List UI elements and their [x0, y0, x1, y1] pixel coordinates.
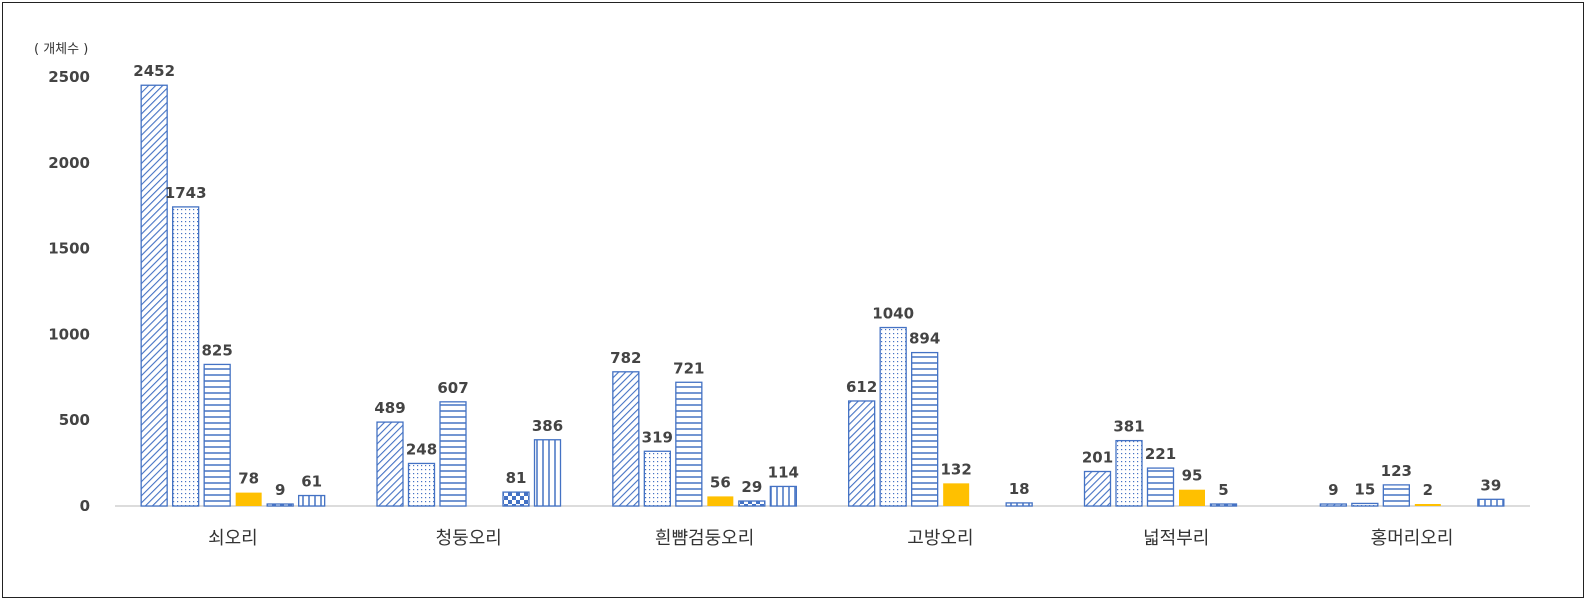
- y-tick-label: 2500: [48, 68, 90, 86]
- bar: [140, 84, 168, 507]
- y-axis-label: ( 개체수 ): [34, 42, 88, 57]
- bar: [172, 206, 200, 507]
- bar: [1179, 489, 1205, 506]
- y-axis: 0 500 1000 1500 2000 2500: [48, 68, 90, 515]
- bar: [1083, 470, 1112, 507]
- data-label: 39: [1480, 476, 1501, 494]
- data-label: 18: [1009, 480, 1030, 498]
- bar: [1477, 498, 1505, 507]
- data-label: 2452: [133, 62, 175, 80]
- bar: [1115, 439, 1143, 507]
- data-label: 607: [437, 379, 468, 397]
- data-label: 61: [301, 473, 322, 491]
- data-label: 123: [1381, 462, 1412, 480]
- data-label: 1040: [872, 305, 914, 323]
- data-label: 825: [202, 341, 233, 359]
- x-category-label: 청둥오리: [436, 528, 502, 549]
- data-label: 894: [909, 330, 940, 348]
- x-category-label: 고방오리: [907, 528, 973, 549]
- data-label: 9: [275, 481, 285, 499]
- bar: [407, 462, 436, 507]
- x-category-label: 흰뺨검둥오리: [655, 528, 754, 549]
- y-tick-label: 500: [59, 411, 90, 429]
- bar: [879, 326, 907, 507]
- bar: [502, 491, 530, 507]
- data-label: 114: [768, 463, 799, 481]
- y-tick-label: 1000: [48, 325, 90, 343]
- data-label: 221: [1145, 445, 1176, 463]
- x-category-label: 쇠오리: [208, 528, 258, 549]
- data-label: 2: [1423, 481, 1433, 499]
- bar: [738, 500, 766, 507]
- bar: [1351, 502, 1379, 507]
- x-category-label: 홍머리오리: [1371, 528, 1454, 549]
- x-category-label: 넓적부리: [1143, 528, 1209, 549]
- bar: [298, 494, 326, 507]
- data-label: 29: [741, 478, 762, 496]
- x-axis: 쇠오리 청둥오리 흰뺨검둥오리 고방오리 넓적부리 홍머리오리: [208, 528, 1453, 549]
- data-label: 9: [1328, 481, 1338, 499]
- y-tick-label: 0: [80, 497, 90, 515]
- bar: [769, 485, 797, 507]
- data-label: 78: [238, 470, 259, 488]
- data-label: 248: [406, 440, 437, 458]
- data-label: 1743: [165, 184, 207, 202]
- bar: [612, 371, 640, 507]
- bar: [1414, 504, 1441, 506]
- bar: [376, 421, 404, 507]
- bar: [911, 351, 939, 507]
- bar: [1319, 503, 1347, 507]
- bar: [266, 503, 294, 507]
- data-label: 15: [1354, 480, 1375, 498]
- data-label: 319: [642, 428, 673, 446]
- data-label: 201: [1082, 449, 1113, 467]
- bar: [848, 400, 876, 507]
- bar: [533, 439, 562, 507]
- bar: [235, 492, 262, 506]
- data-label: 386: [532, 417, 563, 435]
- bar: [675, 381, 703, 507]
- bar: [1146, 467, 1175, 507]
- bar: [707, 496, 734, 506]
- data-label: 721: [673, 359, 704, 377]
- bars: [140, 84, 1505, 507]
- bar: [203, 363, 231, 507]
- data-label: 381: [1113, 418, 1144, 436]
- data-label: 132: [941, 460, 972, 478]
- bar: [1382, 484, 1410, 507]
- bar: [439, 401, 467, 507]
- data-labels: 2452 1743 825 78 9 61 489 248 607 81 386 782 319 721 5…: [133, 62, 1501, 499]
- data-label: 489: [374, 399, 405, 417]
- data-label: 5: [1218, 481, 1228, 499]
- data-label: 782: [610, 349, 641, 367]
- bar: [1209, 503, 1238, 507]
- y-tick-label: 2000: [48, 154, 90, 172]
- data-label: 95: [1182, 467, 1203, 485]
- bar: [1005, 502, 1033, 507]
- bar: [943, 483, 970, 506]
- data-label: 81: [506, 469, 527, 487]
- data-label: 612: [846, 378, 877, 396]
- data-label: 56: [710, 473, 731, 491]
- bar: [643, 450, 671, 507]
- y-tick-label: 1500: [48, 240, 90, 258]
